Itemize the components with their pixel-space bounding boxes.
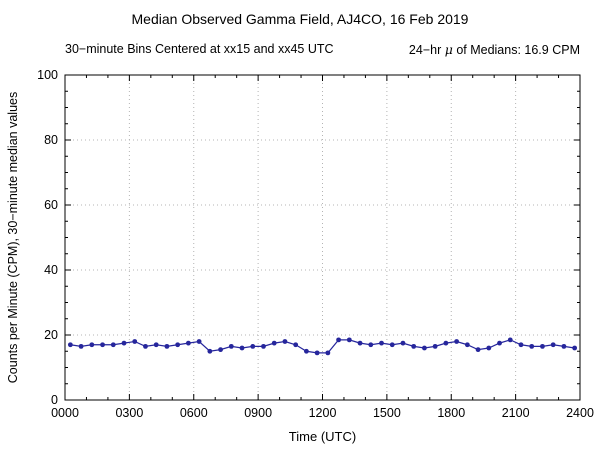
svg-text:20: 20 [44,328,58,342]
gridlines [65,75,580,400]
svg-text:0300: 0300 [115,406,143,420]
chart-title: Median Observed Gamma Field, AJ4CO, 16 F… [131,11,469,27]
svg-text:2100: 2100 [502,406,530,420]
svg-text:0900: 0900 [244,406,272,420]
y-tick-labels: 0 20 40 60 80 100 [37,68,58,407]
subtitle-mean: 24−hr μ of Medians: 16.9 CPM [409,42,580,57]
svg-text:80: 80 [44,133,58,147]
svg-text:40: 40 [44,263,58,277]
mu-symbol: μ [444,42,453,57]
subtitle-bins: 30−minute Bins Centered at xx15 and xx45… [65,42,334,56]
svg-text:0000: 0000 [51,406,79,420]
y-axis-title: Counts per Minute (CPM), 30−minute media… [6,92,20,383]
chart-subtitle: 30−minute Bins Centered at xx15 and xx45… [65,42,580,57]
svg-text:1500: 1500 [373,406,401,420]
data-points [67,337,578,356]
svg-text:60: 60 [44,198,58,212]
svg-text:100: 100 [37,68,58,82]
x-axis-title: Time (UTC) [289,429,356,444]
subtitle-mean-prefix: 24−hr [408,43,445,57]
svg-text:1200: 1200 [309,406,337,420]
subtitle-mean-suffix: of Medians: 16.9 CPM [452,43,580,57]
svg-text:0: 0 [51,393,58,407]
axis-ticks [64,74,581,401]
svg-text:2400: 2400 [566,406,594,420]
svg-text:1800: 1800 [437,406,465,420]
x-tick-labels: 0000 0300 0600 0900 1200 1500 1800 2100 2400 [51,406,594,420]
svg-text:0600: 0600 [180,406,208,420]
